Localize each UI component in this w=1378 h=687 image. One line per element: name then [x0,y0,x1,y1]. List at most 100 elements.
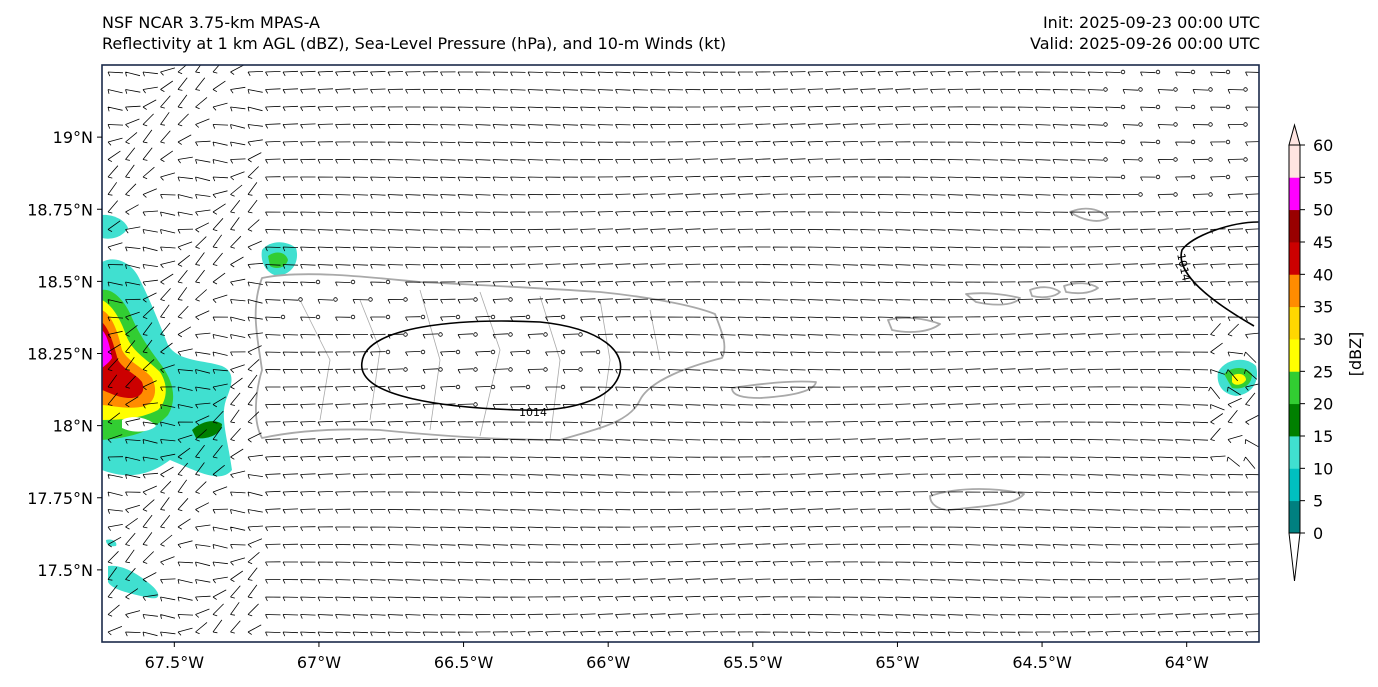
colorbar-swatch [1289,177,1300,211]
field-description: Reflectivity at 1 km AGL (dBZ), Sea-Leve… [102,34,727,53]
calm-wind-marker [1173,122,1178,127]
calm-wind-marker [1155,174,1161,180]
model-name: NSF NCAR 3.75-km MPAS-A [102,13,320,32]
y-tick-label: 17.5°N [37,561,93,580]
calm-wind-marker [1208,192,1213,197]
calm-wind-marker [543,332,548,337]
calm-wind-marker [525,349,531,355]
calm-wind-marker [438,332,443,337]
coastline-layer [254,207,1109,511]
x-tick-label: 64.5°W [1012,653,1072,672]
isobars-layer [361,221,1259,412]
calm-wind-marker [1138,87,1143,92]
colorbar-swatch [1289,339,1300,372]
calm-wind-circles-layer [280,69,1248,407]
st-thomas-coastline [965,292,1021,306]
y-tick-label: 18.75°N [27,200,93,219]
calm-wind-marker [490,384,496,390]
colorbar-tick-label: 55 [1313,168,1333,187]
calm-wind-marker [1208,122,1213,127]
colorbar-tick-label: 50 [1313,201,1333,220]
calm-wind-marker [473,367,478,372]
y-tick-label: 18.5°N [37,272,93,291]
y-tick-label: 17.75°N [27,489,93,508]
calm-wind-marker [1138,157,1143,162]
calm-wind-marker [1173,157,1178,162]
x-tick-label: 67.5°W [145,653,205,672]
wind-barbs-layer [107,65,1259,637]
y-tick-label: 18°N [53,417,93,436]
isobar-label-east: 1014 [1174,252,1193,282]
calm-wind-marker [1120,104,1126,110]
calm-wind-marker [1155,139,1161,145]
calm-wind-marker [1225,174,1231,180]
y-tick-label: 19°N [53,128,93,147]
x-tick-label: 65.5°W [723,653,783,672]
x-tick-label: 64°W [1165,653,1209,672]
colorbar-label: [dBZ] [1346,332,1365,377]
x-tick-label: 66.5°W [434,653,494,672]
calm-wind-marker [1173,192,1178,197]
wind-barbs [107,65,1259,637]
calm-wind-marker [1173,87,1178,92]
culebra-coastline [887,317,941,333]
colorbar-tick-label: 35 [1313,298,1333,317]
y-tick-label: 18.25°N [27,345,93,364]
init-time: Init: 2025-09-23 00:00 UTC [1042,13,1260,32]
isobar-label-west: 1014 [519,406,547,419]
calm-wind-marker [1225,104,1231,110]
colorbar-tick-label: 60 [1313,136,1333,155]
calm-wind-marker [473,402,478,407]
calm-wind-marker [455,349,461,355]
calm-wind-marker [350,314,356,320]
calm-wind-marker [1190,139,1196,145]
colorbar-tick-label: 10 [1313,459,1333,478]
calm-wind-marker [403,367,408,372]
reflectivity-cell-north [261,242,298,276]
colorbar-extend-max [1288,123,1301,146]
valid-time: Valid: 2025-09-26 00:00 UTC [1029,34,1260,53]
puerto-rico-coastline [254,273,726,441]
st-croix-coastline [929,488,1025,511]
map-title-left: NSF NCAR 3.75-km MPAS-A Reflectivity at … [102,12,726,54]
calm-wind-marker [1208,87,1213,92]
vieques-coastline [731,380,817,399]
calm-wind-marker [508,367,513,372]
colorbar-extend-min [1288,532,1301,582]
calm-wind-marker [490,314,496,320]
calm-wind-marker [385,349,391,355]
st-john-coastline [1029,286,1061,299]
colorbar-tick-label: 30 [1313,330,1333,349]
calm-wind-marker [280,314,286,320]
calm-wind-marker [525,384,531,390]
x-tick-label: 66°W [586,653,630,672]
x-axis-ticks: 67.5°W 67°W 66.5°W 66°W 65.5°W 65°W 64.5°W 64°W [145,642,1209,672]
calm-wind-marker [438,367,443,372]
calm-wind-marker [1225,139,1231,145]
x-tick-label: 67°W [297,653,341,672]
colorbar-tick-label: 15 [1313,427,1333,446]
calm-wind-marker [368,297,373,302]
map-plot-area: 1014 1014 [101,64,1260,643]
calm-wind-marker [1243,122,1248,127]
calm-wind-marker [350,279,356,285]
calm-wind-marker [385,279,391,285]
calm-wind-marker [315,279,321,285]
calm-wind-marker [455,384,461,390]
colorbar-swatches [1288,123,1301,582]
colorbar-ticks: 0 5 10 15 20 25 30 35 40 45 50 55 60 [1300,136,1333,543]
x-tick-label: 65°W [875,653,919,672]
calm-wind-marker [578,367,583,372]
calm-wind-marker [1120,174,1126,180]
colorbar-tick-label: 40 [1313,265,1333,284]
calm-wind-marker [508,332,513,337]
calm-wind-marker [473,297,478,302]
colorbar-swatch [1289,274,1300,308]
calm-wind-marker [1190,174,1196,180]
colorbar-swatch [1289,209,1300,243]
calm-wind-marker [1208,157,1213,162]
calm-wind-marker [490,349,496,355]
calm-wind-marker [1103,157,1108,162]
calm-wind-marker [508,297,513,302]
